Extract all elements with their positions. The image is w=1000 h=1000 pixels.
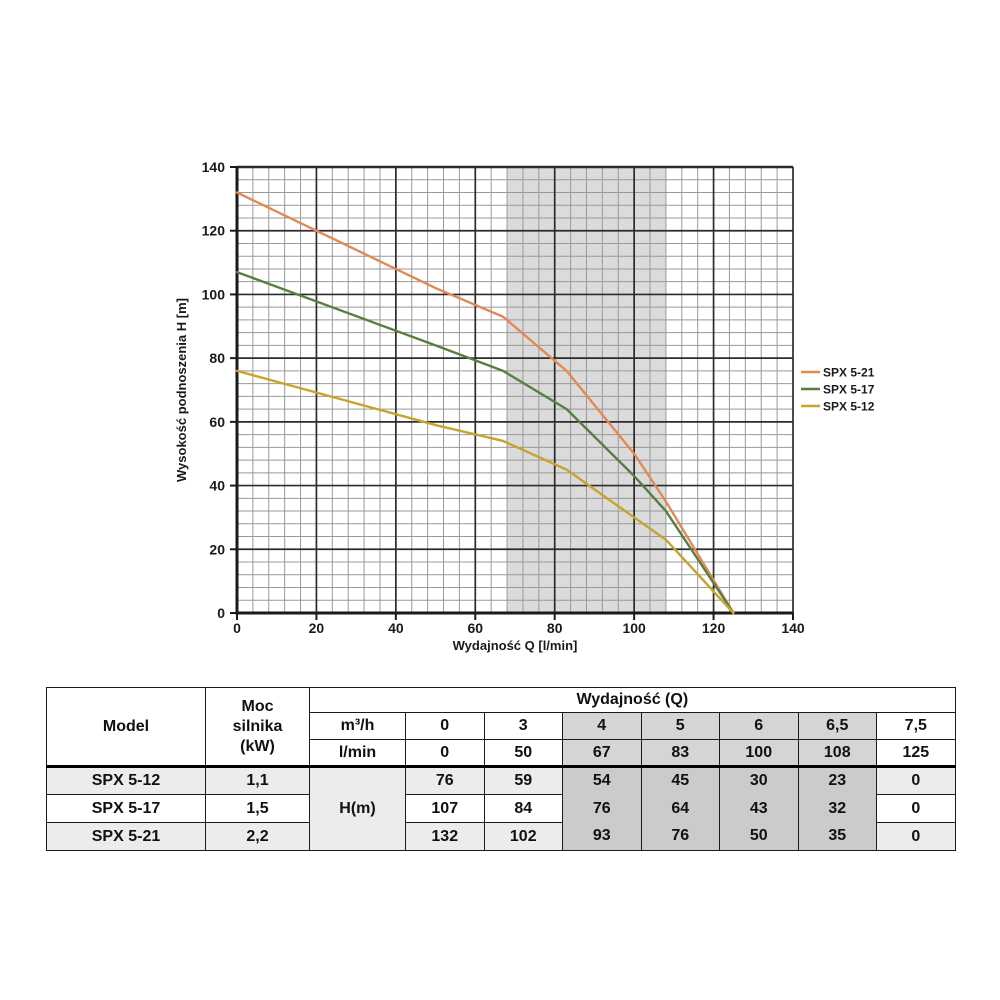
table-row: SPX 5-17 1,5 107 84 76 64 43 32 0 <box>46 794 956 823</box>
head-value-cell: 50 <box>719 822 799 851</box>
chart-svg: 0 20 40 60 80 100 120 140 0 20 40 60 80 100 120 140 Wyda… <box>174 159 875 653</box>
head-value-cell: 23 <box>797 766 877 795</box>
head-value-cell: 84 <box>483 794 563 823</box>
head-value-cell: 54 <box>562 766 642 795</box>
head-value-cell: 0 <box>876 822 956 851</box>
flow-m3h-cell: 3 <box>483 712 563 740</box>
curve-spx-5-17 <box>235 270 735 615</box>
head-unit-cell: H(m) <box>309 766 406 851</box>
flow-m3h-cell: 5 <box>640 712 720 740</box>
legend-label: SPX 5-17 <box>823 383 875 397</box>
x-tick-label: 80 <box>547 620 563 636</box>
y-tick-label: 0 <box>217 605 225 621</box>
flow-lmin-cell: 83 <box>640 739 720 768</box>
flow-lmin-cell: 67 <box>562 739 642 768</box>
model-header: Model <box>46 687 206 768</box>
x-tick-label: 60 <box>467 620 483 636</box>
curve-spx-5-12 <box>235 369 735 615</box>
power-cell: 1,5 <box>205 794 310 823</box>
flow-m3h-cell: 0 <box>405 712 485 740</box>
head-value-cell: 64 <box>640 794 720 823</box>
curve-spx-5-21 <box>235 191 735 615</box>
legend-label: SPX 5-12 <box>823 400 875 414</box>
y-tick-label: 100 <box>202 286 226 302</box>
flow-m3h-cell: 7,5 <box>876 712 956 740</box>
head-value-cell: 43 <box>719 794 799 823</box>
power-cell: 2,2 <box>205 822 310 851</box>
flow-lmin-cell: 100 <box>719 739 799 768</box>
model-cell: SPX 5-17 <box>46 794 206 823</box>
power-cell: 1,1 <box>205 766 310 795</box>
power-header: Moc silnika (kW) <box>205 687 310 768</box>
flow-lmin-cell: 0 <box>405 739 485 768</box>
y-tick-label: 140 <box>202 159 226 175</box>
head-value-cell: 76 <box>405 766 485 795</box>
flow-lmin-cell: 108 <box>797 739 877 768</box>
head-value-cell: 0 <box>876 766 956 795</box>
y-tick-label: 80 <box>209 350 225 366</box>
flow-m3h-cell: 4 <box>562 712 642 740</box>
flow-m3h-cell: 6 <box>719 712 799 740</box>
x-tick-label: 120 <box>702 620 726 636</box>
pump-curve-chart: 0 20 40 60 80 100 120 140 0 20 40 60 80 100 120 140 Wyda… <box>160 148 890 673</box>
y-tick-label: 20 <box>209 541 225 557</box>
flow-m3h-cell: 6,5 <box>797 712 877 740</box>
y-tick-label: 40 <box>209 478 225 494</box>
head-value-cell: 102 <box>483 822 563 851</box>
x-tick-label: 0 <box>233 620 241 636</box>
head-value-cell: 76 <box>562 794 642 823</box>
unit-m3h-label: m³/h <box>309 712 406 740</box>
y-tick-label: 120 <box>202 223 226 239</box>
head-value-cell: 93 <box>562 822 642 851</box>
head-value-cell: 45 <box>640 766 720 795</box>
legend-label: SPX 5-21 <box>823 366 875 380</box>
x-tick-label: 40 <box>388 620 404 636</box>
head-value-cell: 132 <box>405 822 485 851</box>
head-value-cell: 59 <box>483 766 563 795</box>
head-value-cell: 0 <box>876 794 956 823</box>
header-row-group: Model Moc silnika (kW) Wydajność (Q) <box>46 687 956 768</box>
head-value-cell: 76 <box>640 822 720 851</box>
flow-lmin-cell: 125 <box>876 739 956 768</box>
header-row-m3h: m³/h 0 3 4 5 6 6,5 7,5 <box>47 712 956 740</box>
model-cell: SPX 5-12 <box>46 766 206 795</box>
head-value-cell: 107 <box>405 794 485 823</box>
model-cell: SPX 5-21 <box>46 822 206 851</box>
flow-group-header: Wydajność (Q) <box>309 687 956 713</box>
x-tick-label: 20 <box>309 620 325 636</box>
y-tick-label: 60 <box>209 414 225 430</box>
x-tick-label: 140 <box>781 620 805 636</box>
head-value-cell: 30 <box>719 766 799 795</box>
unit-lmin-label: l/min <box>309 739 406 768</box>
pump-data-table: Model Moc silnika (kW) Wydajność (Q) m³/… <box>46 687 956 851</box>
head-value-cell: 35 <box>797 822 877 851</box>
table-row: SPX 5-21 2,2 132 102 93 76 50 35 0 <box>46 822 956 851</box>
flow-lmin-cell: 50 <box>483 739 563 768</box>
x-axis-title: Wydajność Q [l/min] <box>453 638 578 653</box>
header-row-lmin: l/min 0 50 67 83 100 108 125 <box>47 739 956 768</box>
pump-table-region: Model Moc silnika (kW) Wydajność (Q) m³/… <box>46 687 956 851</box>
y-axis-title: Wysokość podnoszenia H [m] <box>174 298 189 482</box>
table-row: SPX 5-12 1,1 H(m) 76 59 54 45 30 23 0 <box>46 766 956 851</box>
x-tick-label: 100 <box>622 620 646 636</box>
head-value-cell: 32 <box>797 794 877 823</box>
